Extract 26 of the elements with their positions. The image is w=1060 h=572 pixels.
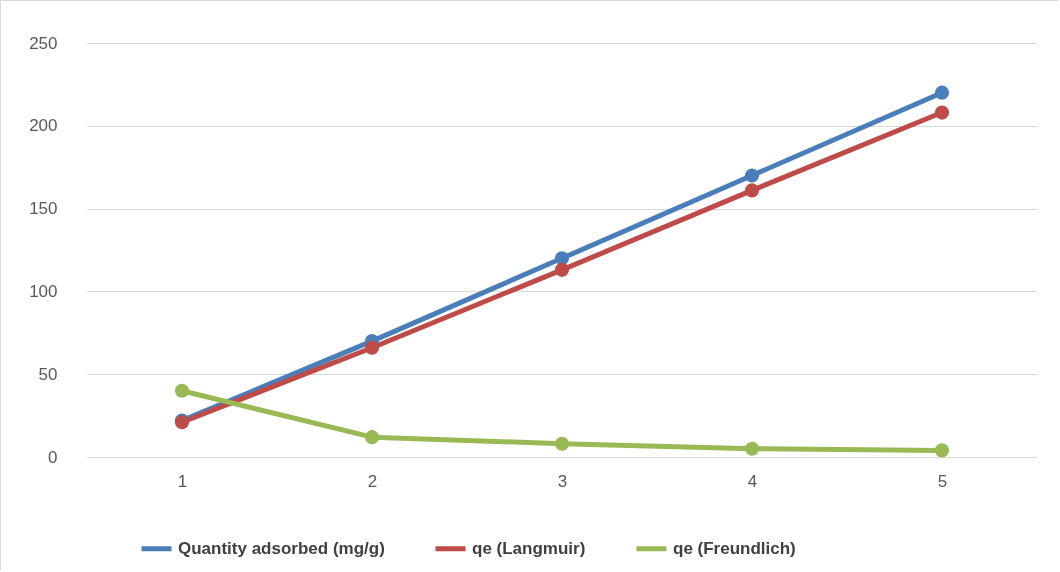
legend-label: qe (Langmuir) xyxy=(472,538,586,558)
point xyxy=(744,168,760,183)
point xyxy=(364,340,380,355)
point xyxy=(554,436,570,451)
legend-label: Quantity adsorbed (mg/g) xyxy=(178,538,385,558)
x-tick-label: 1 xyxy=(177,471,188,491)
point xyxy=(554,262,570,277)
point xyxy=(934,105,950,120)
point xyxy=(744,183,760,198)
point xyxy=(744,441,760,456)
point xyxy=(364,430,380,445)
x-tick-label: 5 xyxy=(937,471,948,491)
x-tick-label: 3 xyxy=(557,471,568,491)
point xyxy=(554,251,570,266)
y-tick-label: 0 xyxy=(48,447,58,467)
y-tick-label: 250 xyxy=(29,33,58,53)
y-tick-label: 50 xyxy=(38,364,58,384)
y-tick-label: 100 xyxy=(29,281,58,301)
point xyxy=(174,383,190,398)
point xyxy=(934,443,950,458)
x-tick-label: 2 xyxy=(367,471,378,491)
y-tick-label: 150 xyxy=(29,199,58,219)
point xyxy=(934,85,950,100)
legend-label: qe (Freundlich) xyxy=(673,538,796,558)
y-tick-label: 200 xyxy=(29,116,58,136)
x-tick-label: 4 xyxy=(747,471,758,491)
